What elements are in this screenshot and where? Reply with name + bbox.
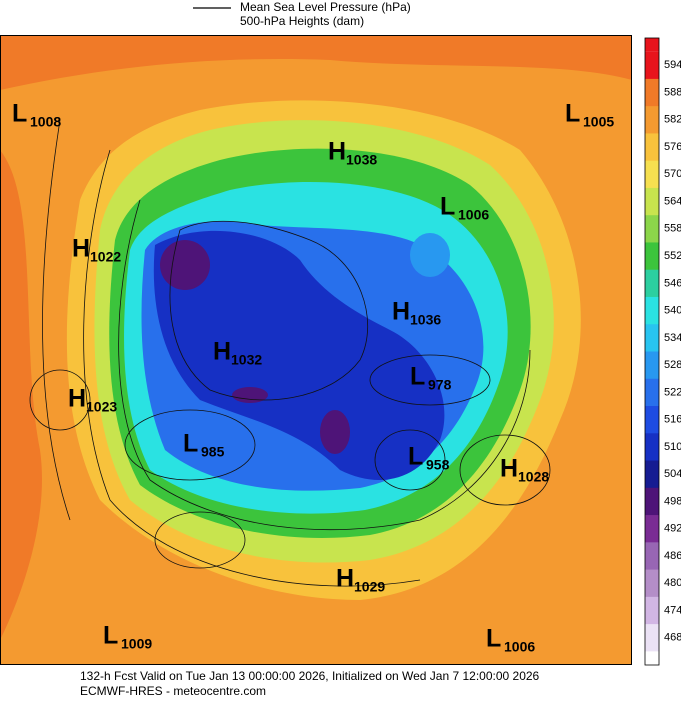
colorbar-top — [645, 38, 659, 52]
colorbar-segment — [645, 187, 659, 216]
center-letter: L — [408, 443, 423, 471]
colorbar-segment — [645, 569, 659, 598]
colorbar-segment — [645, 296, 659, 325]
center-letter: H — [213, 338, 231, 366]
center-letter: H — [72, 235, 90, 263]
colorbar-segment — [645, 269, 659, 298]
center-value: 1009 — [121, 636, 152, 652]
center-value: 1005 — [583, 114, 614, 130]
center-value: 978 — [428, 377, 452, 393]
colorbar-segment — [645, 378, 659, 407]
footer-valid: 132-h Fcst Valid on Tue Jan 13 00:00:00 … — [80, 669, 540, 683]
center-value: 1028 — [518, 469, 549, 485]
colorbar-label: 540 — [664, 305, 681, 317]
colorbar-label: 546 — [664, 277, 681, 289]
center-letter: H — [500, 455, 518, 483]
colorbar-segment — [645, 460, 659, 489]
center-value: 1029 — [354, 579, 385, 595]
center-letter: L — [565, 100, 580, 128]
center-value: 1006 — [458, 207, 489, 223]
center-letter: L — [486, 625, 501, 653]
colorbar-label: 594 — [664, 59, 681, 71]
colorbar-label: 558 — [664, 223, 681, 235]
center-letter: H — [392, 298, 410, 326]
center-value: 1008 — [30, 114, 61, 130]
colorbar-label: 522 — [664, 386, 681, 398]
map — [0, 35, 632, 665]
colorbar-label: 498 — [664, 495, 681, 507]
center-letter: L — [183, 430, 198, 458]
subtitle: 500-hPa Heights (dam) — [240, 14, 364, 28]
colorbar-segment — [645, 596, 659, 625]
colorbar-label: 474 — [664, 604, 681, 616]
colorbar-label: 480 — [664, 577, 681, 589]
center-letter: H — [328, 138, 346, 166]
colorbar-segment — [645, 51, 659, 80]
colorbar-label: 564 — [664, 195, 681, 207]
colorbar-label: 510 — [664, 441, 681, 453]
center-value: 985 — [201, 444, 225, 460]
colorbar-bottom — [645, 651, 659, 665]
center-value: 1036 — [410, 312, 441, 328]
colorbar-label: 552 — [664, 250, 681, 262]
colorbar-label: 516 — [664, 414, 681, 426]
center-value: 1038 — [346, 152, 377, 168]
colorbar-segment — [645, 106, 659, 134]
colorbar-label: 468 — [664, 632, 681, 644]
center-value: 1022 — [90, 249, 121, 265]
colorbar-label: 588 — [664, 86, 681, 98]
center-value: 1023 — [86, 399, 117, 415]
center-letter: L — [12, 100, 27, 128]
colorbar-label: 504 — [664, 468, 681, 480]
colorbar-segment — [645, 215, 659, 243]
center-letter: H — [336, 565, 354, 593]
colorbar-segment — [645, 78, 659, 107]
colorbar-label: 534 — [664, 332, 681, 344]
colorbar-label: 570 — [664, 168, 681, 180]
colorbar-label: 528 — [664, 359, 681, 371]
colorbar-label: 486 — [664, 550, 681, 562]
center-value: 1006 — [504, 639, 535, 655]
colorbar-frame — [644, 37, 660, 666]
colorbar-segment — [645, 515, 659, 543]
center-value: 958 — [426, 457, 450, 473]
colorbar-segment — [645, 351, 659, 380]
colorbar-segment — [645, 542, 659, 571]
colorbar-segment — [645, 406, 659, 434]
center-letter: L — [440, 193, 455, 221]
colorbar-label: 576 — [664, 141, 681, 153]
center-letter: H — [68, 385, 86, 413]
colorbar-segment — [645, 242, 659, 271]
colorbar-segment — [645, 433, 659, 462]
colorbar-label: 492 — [664, 523, 681, 535]
center-letter: L — [103, 622, 118, 650]
colorbar-segment — [645, 133, 659, 162]
legend-label: Mean Sea Level Pressure (hPa) — [240, 0, 411, 14]
colorbar-label: 582 — [664, 114, 681, 126]
colorbar-segment — [645, 487, 659, 516]
center-value: 1032 — [231, 352, 262, 368]
colorbar-segment — [645, 624, 659, 652]
colorbar-segment — [645, 324, 659, 352]
colorbar-segment — [645, 160, 659, 189]
colorbar: 594 588 582 576 570 564 558 552 546 540 534 528 522 5… — [644, 37, 681, 666]
center-letter: L — [410, 363, 425, 391]
footer-source: ECMWF-HRES - meteocentre.com — [80, 684, 266, 698]
